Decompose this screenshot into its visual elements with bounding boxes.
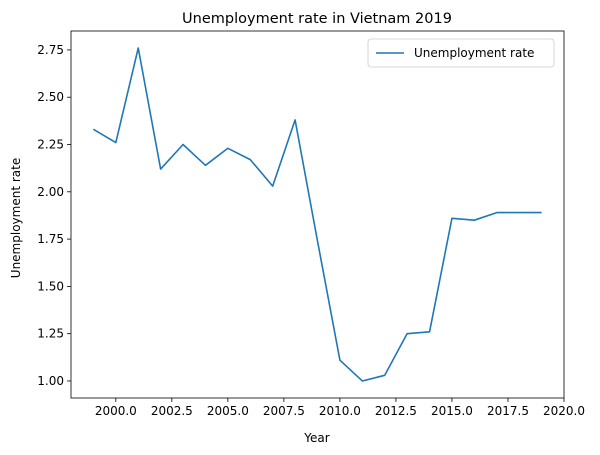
plot-area: 2000.0 2002.5 2005.0 2007.5 2010.0 2012.5 2015… [37,30,585,418]
y-tick-label: 1.25 [37,327,64,341]
y-tick-label: 1.00 [37,374,64,388]
x-tick-label: 2012.5 [375,404,417,418]
legend-label: Unemployment rate [414,46,534,60]
y-tick-label: 1.75 [37,232,64,246]
x-tick-label: 2002.5 [151,404,193,418]
y-tick-label: 2.00 [37,185,64,199]
x-tick-label: 2005.0 [207,404,249,418]
y-tick-label: 1.50 [37,279,64,293]
y-axis-label: Unemployment rate [9,158,23,278]
plot-frame [70,30,565,399]
y-tick-label: 2.75 [37,43,64,57]
x-tick-label: 2020.0 [543,404,585,418]
y-tick-label: 2.50 [37,90,64,104]
x-tick-label: 2010.0 [319,404,361,418]
chart-title: Unemployment rate in Vietnam 2019 [182,11,452,27]
x-tick-label: 2000.0 [95,404,137,418]
x-tick-label: 2015.0 [431,404,473,418]
x-tick-label: 2017.5 [487,404,529,418]
legend-box [367,38,555,68]
y-tick-label: 2.25 [37,138,64,152]
x-tick-label: 2007.5 [263,404,305,418]
series-line-unemployment-rate [93,47,542,382]
x-axis-label: Year [303,431,329,445]
